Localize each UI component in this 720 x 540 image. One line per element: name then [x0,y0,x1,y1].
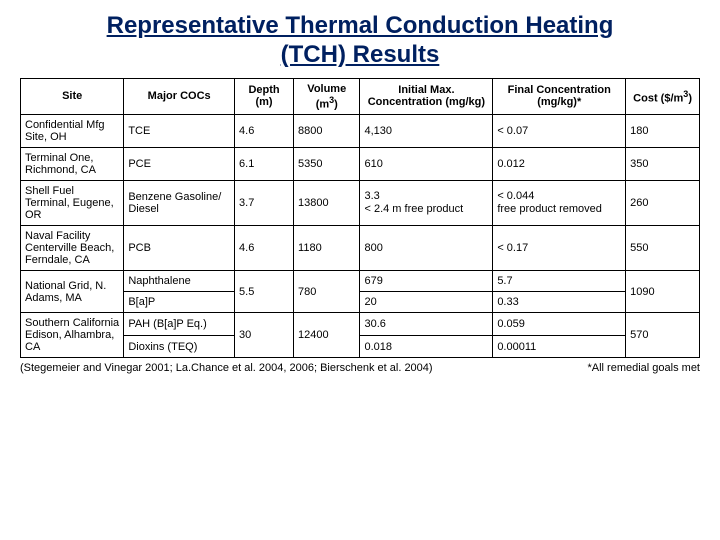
th-volume: Volume (m3) [294,78,360,115]
cell-site: Terminal One, Richmond, CA [21,148,124,181]
cell-site: Southern California Edison, Alhambra, CA [21,313,124,358]
cell-final: 0.059 [493,313,626,336]
cell-coc: Naphthalene [124,271,235,292]
cell-final: < 0.17 [493,226,626,271]
cell-cost: 570 [626,313,700,358]
table-row: Naval Facility Centerville Beach, Fernda… [21,226,700,271]
cell-coc: TCE [124,115,235,148]
cell-final: 5.7 [493,271,626,292]
cell-cost: 550 [626,226,700,271]
th-initial: Initial Max. Concentration (mg/kg) [360,78,493,115]
cell-cost: 350 [626,148,700,181]
cell-site: Naval Facility Centerville Beach, Fernda… [21,226,124,271]
cell-depth: 6.1 [235,148,294,181]
cell-site: Confidential Mfg Site, OH [21,115,124,148]
cell-coc: PAH (B[a]P Eq.) [124,313,235,336]
th-cost: Cost ($/m3) [626,78,700,115]
cell-final: 0.012 [493,148,626,181]
cell-initial: 30.6 [360,313,493,336]
cell-initial: 800 [360,226,493,271]
table-row: Terminal One, Richmond, CA PCE 6.1 5350 … [21,148,700,181]
cell-initial: 20 [360,292,493,313]
th-coc: Major COCs [124,78,235,115]
cell-coc: B[a]P [124,292,235,313]
cell-cost: 180 [626,115,700,148]
results-table: Site Major COCs Depth (m) Volume (m3) In… [20,78,700,359]
th-depth: Depth (m) [235,78,294,115]
cell-volume: 13800 [294,181,360,226]
cell-initial: 4,130 [360,115,493,148]
citation-text: (Stegemeier and Vinegar 2001; La.Chance … [20,362,433,374]
footer: (Stegemeier and Vinegar 2001; La.Chance … [20,362,700,374]
table-row: National Grid, N. Adams, MA Naphthalene … [21,271,700,292]
cell-cost: 1090 [626,271,700,313]
cell-coc: PCB [124,226,235,271]
footnote-text: *All remedial goals met [588,362,701,374]
cell-volume: 8800 [294,115,360,148]
cell-coc: Benzene Gasoline/ Diesel [124,181,235,226]
cell-cost: 260 [626,181,700,226]
cell-depth: 30 [235,313,294,358]
cell-initial: 610 [360,148,493,181]
cell-site: Shell Fuel Terminal, Eugene, OR [21,181,124,226]
cell-initial: 3.3< 2.4 m free product [360,181,493,226]
page-title: Representative Thermal Conduction Heatin… [100,12,620,70]
cell-depth: 3.7 [235,181,294,226]
cell-final: 0.33 [493,292,626,313]
cell-depth: 5.5 [235,271,294,313]
cell-volume: 780 [294,271,360,313]
cell-depth: 4.6 [235,115,294,148]
cell-volume: 1180 [294,226,360,271]
cell-final: < 0.07 [493,115,626,148]
cell-final: < 0.044free product removed [493,181,626,226]
table-row: Confidential Mfg Site, OH TCE 4.6 8800 4… [21,115,700,148]
table-row: Southern California Edison, Alhambra, CA… [21,313,700,336]
cell-initial: 679 [360,271,493,292]
table-row: Shell Fuel Terminal, Eugene, OR Benzene … [21,181,700,226]
cell-depth: 4.6 [235,226,294,271]
cell-volume: 5350 [294,148,360,181]
cell-final: 0.00011 [493,335,626,358]
cell-coc: PCE [124,148,235,181]
th-site: Site [21,78,124,115]
cell-coc: Dioxins (TEQ) [124,335,235,358]
cell-volume: 12400 [294,313,360,358]
cell-site: National Grid, N. Adams, MA [21,271,124,313]
cell-initial: 0.018 [360,335,493,358]
th-final: Final Concentration (mg/kg)* [493,78,626,115]
